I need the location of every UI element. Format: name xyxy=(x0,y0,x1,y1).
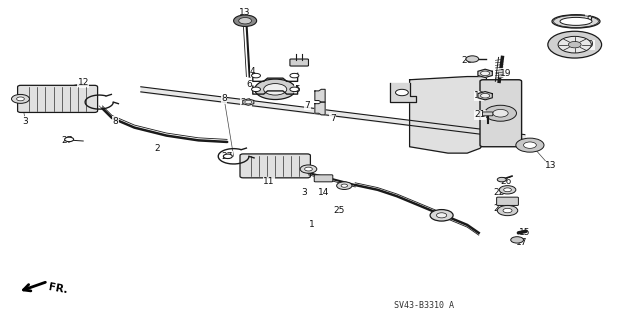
Text: 21: 21 xyxy=(474,110,486,119)
Text: 7: 7 xyxy=(305,101,310,110)
Circle shape xyxy=(305,167,312,171)
Circle shape xyxy=(341,184,348,187)
Text: 4: 4 xyxy=(250,67,255,76)
Circle shape xyxy=(12,94,29,103)
Circle shape xyxy=(568,41,581,48)
Circle shape xyxy=(239,18,252,24)
Text: 25: 25 xyxy=(333,206,345,215)
Text: 27: 27 xyxy=(221,152,233,161)
Text: 13: 13 xyxy=(545,161,556,170)
Text: 7: 7 xyxy=(330,114,335,122)
Circle shape xyxy=(65,137,74,142)
Circle shape xyxy=(252,73,260,78)
Text: 12: 12 xyxy=(77,78,89,87)
Circle shape xyxy=(252,87,260,92)
Text: 24: 24 xyxy=(241,98,252,107)
Circle shape xyxy=(264,84,287,95)
Text: 20: 20 xyxy=(461,56,473,65)
Circle shape xyxy=(558,36,591,53)
Circle shape xyxy=(481,71,490,76)
Polygon shape xyxy=(478,69,492,78)
FancyBboxPatch shape xyxy=(17,85,97,113)
Circle shape xyxy=(497,177,506,182)
Circle shape xyxy=(511,237,524,243)
Polygon shape xyxy=(315,89,325,102)
Text: 22: 22 xyxy=(493,189,505,197)
Text: 5: 5 xyxy=(295,85,300,94)
Text: 11: 11 xyxy=(263,177,275,186)
Circle shape xyxy=(524,142,536,148)
Text: 6: 6 xyxy=(247,80,252,89)
Circle shape xyxy=(499,186,516,194)
Text: 8: 8 xyxy=(221,94,227,103)
Text: 19: 19 xyxy=(500,69,511,78)
Ellipse shape xyxy=(552,15,600,28)
Text: 18: 18 xyxy=(292,59,303,68)
Text: 26: 26 xyxy=(500,177,511,186)
Text: 2: 2 xyxy=(154,144,159,153)
Circle shape xyxy=(466,56,479,62)
Circle shape xyxy=(516,138,544,152)
Text: 14: 14 xyxy=(317,189,329,197)
Text: 13: 13 xyxy=(239,8,250,17)
FancyBboxPatch shape xyxy=(480,80,522,147)
Circle shape xyxy=(548,31,602,58)
Text: 15: 15 xyxy=(519,228,531,237)
Text: 27: 27 xyxy=(61,136,73,145)
Circle shape xyxy=(255,79,296,100)
Circle shape xyxy=(436,213,447,218)
Circle shape xyxy=(300,165,317,173)
Ellipse shape xyxy=(560,17,592,26)
Text: 23: 23 xyxy=(493,204,505,213)
Circle shape xyxy=(503,208,512,213)
Circle shape xyxy=(244,100,252,104)
Circle shape xyxy=(430,210,453,221)
Polygon shape xyxy=(390,83,416,102)
FancyBboxPatch shape xyxy=(483,112,493,116)
Text: 8: 8 xyxy=(113,117,118,126)
Circle shape xyxy=(484,105,516,121)
Text: 1: 1 xyxy=(310,220,315,229)
Text: 9: 9 xyxy=(586,15,591,24)
Polygon shape xyxy=(478,92,492,100)
Circle shape xyxy=(493,109,508,117)
Text: 3: 3 xyxy=(23,117,28,126)
Circle shape xyxy=(396,89,408,96)
Polygon shape xyxy=(410,77,486,153)
Polygon shape xyxy=(315,102,325,115)
Text: 16: 16 xyxy=(500,208,511,217)
Text: 19: 19 xyxy=(474,91,486,100)
FancyBboxPatch shape xyxy=(497,197,518,205)
Circle shape xyxy=(481,93,490,98)
Circle shape xyxy=(504,188,511,192)
Text: 17: 17 xyxy=(516,238,527,247)
FancyBboxPatch shape xyxy=(290,59,308,66)
Text: FR.: FR. xyxy=(48,282,69,295)
Text: 10: 10 xyxy=(583,40,595,49)
Text: SV43-B3310 A: SV43-B3310 A xyxy=(394,301,454,310)
FancyBboxPatch shape xyxy=(314,175,333,182)
Circle shape xyxy=(17,97,24,101)
Polygon shape xyxy=(243,99,254,105)
Circle shape xyxy=(223,154,232,159)
Circle shape xyxy=(234,15,257,26)
Circle shape xyxy=(290,87,299,92)
Circle shape xyxy=(497,205,518,216)
Circle shape xyxy=(290,73,299,78)
Circle shape xyxy=(337,182,352,189)
FancyBboxPatch shape xyxy=(240,154,310,178)
Text: 3: 3 xyxy=(301,189,307,197)
